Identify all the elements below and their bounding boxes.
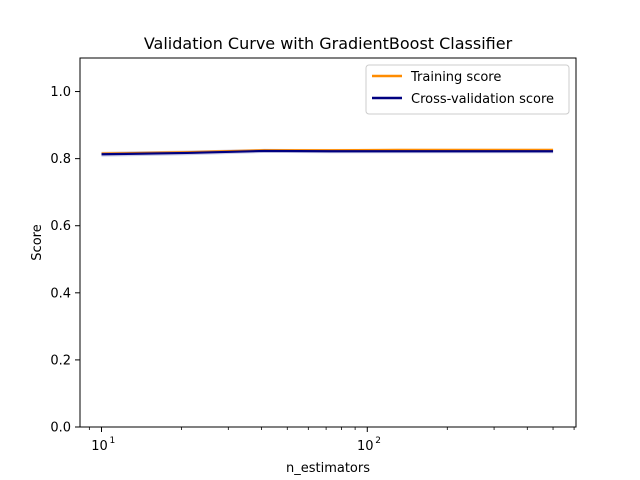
legend-box [365,64,570,115]
y-tick-label-1: 0.2 [50,353,71,368]
series-line-1 [101,149,554,156]
y-tick-label-2: 0.4 [50,286,71,301]
y-tick-label-4: 0.8 [50,152,71,167]
x-tick-label-0: 10 [91,439,108,454]
y-tick-label-0: 0.0 [50,421,71,436]
plot-area-frame [79,57,577,428]
chart-title: Validation Curve with GradientBoost Clas… [144,34,513,53]
legend-label-cross-validation: Cross-validation score [411,92,554,107]
series-lines [101,148,554,156]
y-tick-label-3: 0.6 [50,219,71,234]
legend: Training score Cross-validation score [365,64,570,115]
x-tick-label-1: 10 [357,439,374,454]
y-axis-label: Score [30,224,45,260]
y-tick-label-5: 1.0 [50,85,71,100]
x-tick-exponent-1: 2 [375,436,381,446]
y-axis-ticks: 0.0 0.2 0.4 0.6 0.8 1.0 [50,85,80,436]
x-axis-label: n_estimators [286,461,370,476]
x-tick-exponent-0: 1 [110,436,116,446]
legend-label-training: Training score [410,70,501,85]
